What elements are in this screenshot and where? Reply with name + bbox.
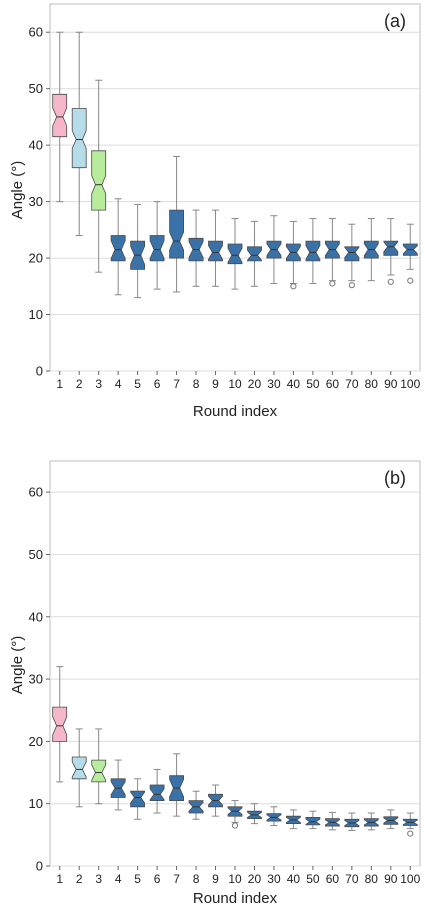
x-tick-label: 6 bbox=[154, 872, 161, 886]
y-tick-label: 0 bbox=[36, 859, 43, 874]
x-tick-label: 90 bbox=[384, 377, 398, 391]
y-axis-title: Angle (°) bbox=[9, 636, 26, 695]
x-tick-label: 80 bbox=[365, 377, 379, 391]
y-tick-label: 30 bbox=[29, 194, 43, 209]
x-tick-label: 20 bbox=[248, 872, 262, 886]
panel-label: (b) bbox=[384, 468, 406, 488]
x-tick-label: 70 bbox=[345, 377, 359, 391]
x-tick-label: 7 bbox=[173, 872, 180, 886]
box bbox=[344, 246, 360, 262]
outlier-point bbox=[231, 822, 239, 829]
box bbox=[71, 108, 87, 169]
box bbox=[383, 240, 399, 256]
x-tick-label: 60 bbox=[326, 872, 340, 886]
outlier-point bbox=[348, 282, 355, 289]
panel-label: (a) bbox=[384, 11, 406, 31]
y-tick-label: 0 bbox=[36, 364, 43, 379]
box bbox=[305, 240, 321, 262]
y-tick-label: 10 bbox=[29, 307, 43, 322]
x-tick-label: 1 bbox=[56, 872, 63, 886]
y-tick-label: 40 bbox=[29, 609, 43, 624]
x-axis-title: Round index bbox=[193, 403, 278, 420]
y-tick-label: 50 bbox=[29, 547, 43, 562]
plot-frame bbox=[49, 3, 421, 372]
y-tick-label: 40 bbox=[29, 138, 43, 153]
x-tick-label: 6 bbox=[154, 377, 161, 391]
y-axis-title: Angle (°) bbox=[9, 161, 26, 220]
x-tick-label: 90 bbox=[384, 872, 398, 886]
box bbox=[208, 240, 223, 262]
outlier-point bbox=[407, 277, 414, 284]
x-tick-label: 8 bbox=[193, 872, 200, 886]
y-tick-label: 60 bbox=[29, 25, 43, 40]
x-tick-label: 30 bbox=[267, 872, 281, 886]
x-tick-label: 3 bbox=[95, 872, 102, 886]
x-tick-label: 80 bbox=[365, 872, 379, 886]
x-tick-label: 4 bbox=[115, 872, 122, 886]
y-tick-label: 60 bbox=[29, 485, 43, 500]
x-tick-label: 8 bbox=[193, 377, 200, 391]
box bbox=[149, 784, 165, 801]
outlier-point bbox=[407, 830, 414, 837]
box bbox=[130, 790, 146, 808]
y-tick-label: 50 bbox=[29, 81, 43, 96]
x-tick-label: 3 bbox=[95, 377, 102, 391]
x-tick-label: 9 bbox=[212, 377, 219, 391]
box bbox=[110, 235, 126, 262]
x-tick-label: 10 bbox=[228, 872, 242, 886]
x-tick-label: 40 bbox=[287, 377, 301, 391]
box bbox=[52, 706, 68, 742]
x-tick-label: 2 bbox=[76, 377, 83, 391]
box bbox=[169, 209, 185, 259]
plot-frame bbox=[49, 460, 421, 867]
outlier-point bbox=[290, 283, 297, 290]
x-tick-label: 50 bbox=[306, 872, 320, 886]
x-tick-label: 50 bbox=[306, 377, 320, 391]
y-tick-label: 30 bbox=[29, 672, 43, 687]
y-tick-label: 20 bbox=[29, 251, 43, 266]
x-tick-label: 2 bbox=[76, 872, 83, 886]
outlier-point bbox=[329, 280, 336, 287]
x-tick-label: 9 bbox=[212, 872, 219, 886]
box bbox=[52, 93, 68, 138]
x-tick-label: 5 bbox=[134, 377, 141, 391]
x-tick-label: 30 bbox=[267, 377, 281, 391]
x-tick-label: 7 bbox=[173, 377, 180, 391]
x-tick-label: 70 bbox=[345, 872, 359, 886]
box bbox=[247, 246, 262, 262]
x-tick-label: 5 bbox=[134, 872, 141, 886]
box bbox=[305, 817, 321, 826]
box bbox=[71, 756, 87, 780]
x-tick-label: 10 bbox=[228, 377, 242, 391]
outlier-point bbox=[387, 278, 394, 285]
x-axis-title: Round index bbox=[193, 890, 278, 907]
chart-panel-a: (a) Angle (°) Round index 0 10 20 30 40 50 60 1… bbox=[9, 3, 421, 420]
x-tick-label: 20 bbox=[248, 377, 262, 391]
y-tick-label: 10 bbox=[29, 796, 43, 811]
x-tick-label: 60 bbox=[326, 377, 340, 391]
x-tick-label: 1 bbox=[56, 377, 63, 391]
chart-panel-b: (b) Angle (°) Round index 0 10 20 30 40 50 60 1… bbox=[9, 460, 421, 907]
box bbox=[227, 243, 243, 265]
x-tick-label: 100 bbox=[400, 377, 420, 391]
box bbox=[91, 759, 107, 783]
box bbox=[91, 150, 107, 211]
x-tick-label: 40 bbox=[287, 872, 301, 886]
box bbox=[149, 235, 165, 262]
y-tick-label: 20 bbox=[29, 734, 43, 749]
x-tick-label: 4 bbox=[115, 377, 122, 391]
x-tick-label: 100 bbox=[400, 872, 420, 886]
